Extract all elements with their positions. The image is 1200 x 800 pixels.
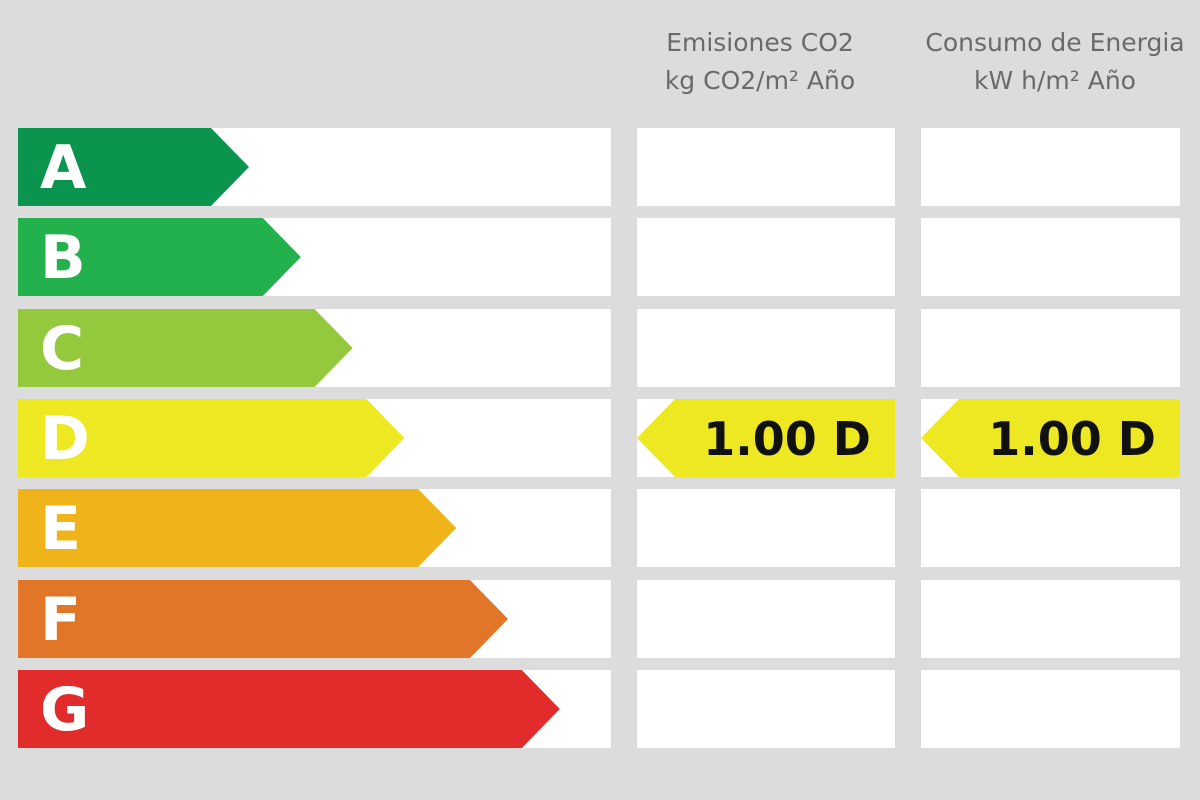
class-letter-b: B bbox=[40, 223, 86, 294]
emisiones-rating-arrow bbox=[637, 398, 895, 477]
class-arrow-shape-c bbox=[18, 308, 353, 387]
class-arrow-f bbox=[18, 579, 508, 658]
class-row-g: G bbox=[18, 669, 611, 748]
emisiones-cell-a bbox=[637, 128, 895, 206]
class-arrow-shape-e bbox=[18, 489, 457, 568]
class-row-c: C bbox=[18, 308, 611, 387]
consumo-header: Consumo de Energia kW h/m² Año bbox=[905, 24, 1200, 100]
emisiones-rating-arrow-shape bbox=[637, 398, 895, 477]
emisiones-cell-d: 1.00 D bbox=[637, 398, 895, 477]
class-arrow-e bbox=[18, 489, 457, 568]
class-arrow-shape-d bbox=[18, 398, 405, 477]
consumo-rating: 1.00 D bbox=[921, 398, 1180, 477]
emisiones-cell-b bbox=[637, 218, 895, 297]
class-letter-d: D bbox=[40, 403, 90, 474]
emisiones-header-unit: kg CO2/m² Año bbox=[664, 66, 856, 95]
class-letter-g: G bbox=[40, 674, 90, 745]
emisiones-cell-c bbox=[637, 308, 895, 387]
class-arrow-b bbox=[18, 218, 301, 297]
consumo-rating-arrow bbox=[921, 398, 1180, 477]
consumo-cell-a bbox=[921, 128, 1180, 206]
class-arrow-d bbox=[18, 398, 405, 477]
emisiones-cell-f bbox=[637, 579, 895, 658]
consumo-rating-arrow-shape bbox=[921, 398, 1180, 477]
class-row-a: A bbox=[18, 128, 611, 206]
class-arrow-shape-g bbox=[18, 669, 560, 748]
class-arrow-g bbox=[18, 669, 560, 748]
class-letter-e: E bbox=[40, 494, 81, 565]
class-letter-a: A bbox=[40, 133, 87, 203]
consumo-cell-b bbox=[921, 218, 1180, 297]
consumo-cell-g bbox=[921, 669, 1180, 748]
class-arrow-shape-b bbox=[18, 218, 301, 297]
emisiones-header: Emisiones CO2 kg CO2/m² Año bbox=[637, 24, 883, 100]
emisiones-header-title: Emisiones CO2 bbox=[666, 28, 854, 57]
consumo-cell-c bbox=[921, 308, 1180, 387]
class-letter-f: F bbox=[40, 584, 81, 655]
class-arrow-c bbox=[18, 308, 353, 387]
class-row-f: F bbox=[18, 579, 611, 658]
emisiones-cell-e bbox=[637, 489, 895, 568]
emisiones-rating: 1.00 D bbox=[637, 398, 895, 477]
consumo-cell-e bbox=[921, 489, 1180, 568]
class-arrow-a bbox=[18, 128, 249, 206]
emisiones-rating-value: 1.00 D bbox=[703, 411, 871, 466]
emisiones-cell-g bbox=[637, 669, 895, 748]
class-row-d: D bbox=[18, 398, 611, 477]
class-arrow-shape-f bbox=[18, 579, 508, 658]
class-letter-c: C bbox=[40, 313, 85, 384]
class-row-e: E bbox=[18, 489, 611, 568]
class-row-b: B bbox=[18, 218, 611, 297]
consumo-cell-f bbox=[921, 579, 1180, 658]
class-arrow-shape-a bbox=[18, 128, 249, 206]
consumo-header-title: Consumo de Energia bbox=[925, 28, 1185, 57]
consumo-rating-value: 1.00 D bbox=[988, 411, 1156, 466]
consumo-header-unit: kW h/m² Año bbox=[974, 66, 1136, 95]
consumo-cell-d: 1.00 D bbox=[921, 398, 1180, 477]
